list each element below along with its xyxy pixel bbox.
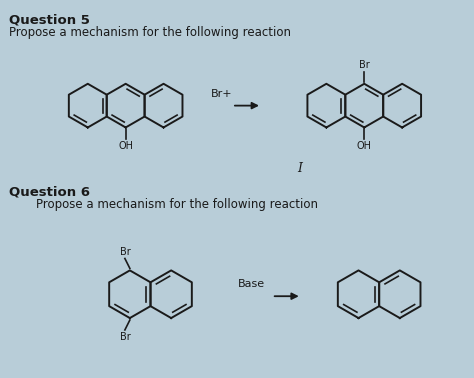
Text: Br: Br (119, 332, 130, 342)
Text: I: I (297, 162, 302, 175)
Text: OH: OH (118, 141, 133, 151)
Text: Br: Br (359, 60, 370, 70)
Text: Base: Base (238, 279, 265, 289)
Text: OH: OH (357, 141, 372, 151)
Text: Propose a mechanism for the following reaction: Propose a mechanism for the following re… (9, 26, 292, 39)
Text: Propose a mechanism for the following reaction: Propose a mechanism for the following re… (36, 198, 318, 211)
Text: Br+: Br+ (211, 89, 233, 99)
Text: Question 6: Question 6 (9, 185, 91, 198)
Text: Question 5: Question 5 (9, 13, 90, 26)
Text: Br: Br (119, 246, 130, 257)
